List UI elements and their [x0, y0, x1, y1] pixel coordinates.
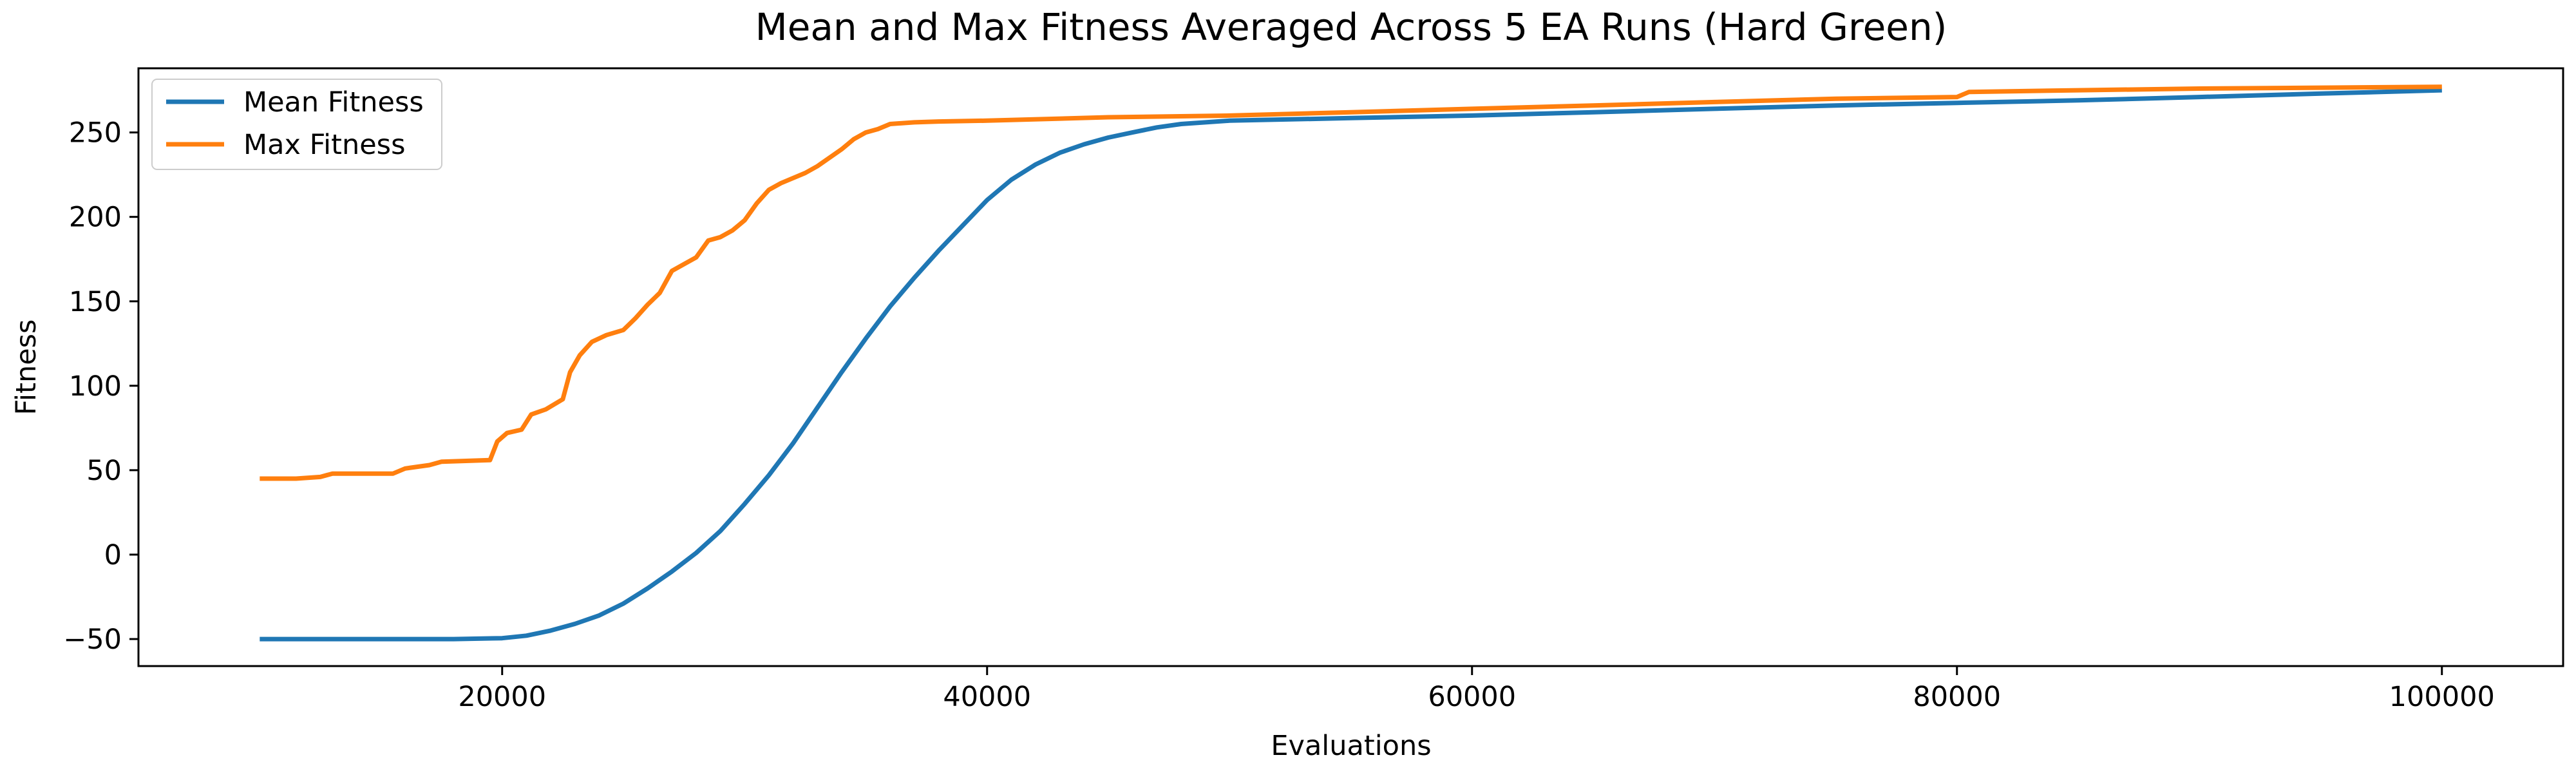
y-tick-label: 0 — [104, 539, 122, 571]
axes-frame — [137, 67, 2564, 667]
y-tick-label: 200 — [69, 202, 122, 234]
x-axis-ticks: 20000 40000 60000 80000 100000 — [458, 666, 2495, 713]
legend: Mean Fitness Max Fitness — [151, 79, 442, 170]
plot-area — [137, 67, 2564, 667]
y-tick-label: 150 — [69, 286, 122, 318]
x-tick-label: 80000 — [1913, 681, 2001, 713]
x-tick-label: 100000 — [2389, 681, 2495, 713]
x-axis-label: Evaluations — [1271, 730, 1431, 762]
series-layer — [260, 84, 2442, 642]
x-tick-label: 60000 — [1428, 681, 1516, 713]
y-axis-ticks: −50 0 50 100 150 200 250 — [63, 117, 138, 656]
x-tick-label: 40000 — [943, 681, 1031, 713]
y-tick-label: −50 — [63, 624, 122, 656]
y-tick-label: 100 — [69, 370, 122, 403]
series-line-max-fitness — [260, 84, 2442, 481]
y-axis-label: Fitness — [10, 320, 43, 415]
legend-label-max-fitness: Max Fitness — [243, 129, 406, 161]
y-tick-label: 250 — [69, 117, 122, 149]
legend-label-mean-fitness: Mean Fitness — [243, 86, 424, 119]
chart-title: Mean and Max Fitness Averaged Across 5 E… — [755, 5, 1947, 49]
y-tick-label: 50 — [86, 455, 122, 487]
x-tick-label: 20000 — [458, 681, 546, 713]
series-line-mean-fitness — [260, 88, 2442, 642]
legend-box — [151, 79, 442, 170]
